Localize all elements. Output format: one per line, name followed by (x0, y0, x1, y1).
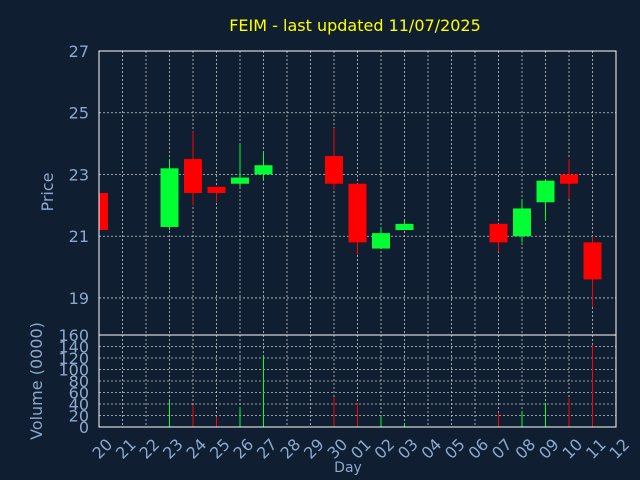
candle-09 (536, 180, 555, 221)
volume-y-tick-label: 100 (58, 361, 89, 380)
candle-20 (98, 193, 108, 231)
price-y-tick-label: 25 (69, 104, 89, 123)
candle-07 (489, 223, 508, 252)
candle-11 (583, 236, 602, 308)
candle-body (372, 233, 390, 249)
candle-body (160, 168, 179, 227)
volume-bars (169, 344, 593, 427)
candle-body (489, 223, 508, 243)
volume-y-tick-label: 60 (69, 384, 89, 403)
volume-y-tick-label: 160 (58, 326, 89, 345)
volume-y-tick-label: 80 (69, 372, 89, 391)
candle-26 (231, 143, 249, 187)
candle-01 (348, 183, 367, 255)
volume-axis-label: Volume (0000) (27, 322, 46, 440)
candle-body (513, 208, 531, 237)
volume-y-tick-label: 0 (79, 418, 89, 437)
chart-title: FEIM - last updated 11/07/2025 (229, 16, 481, 35)
price-y-tick-label: 23 (69, 165, 89, 184)
candle-25 (207, 186, 226, 203)
x-tick-labels: 2021222324252627282930010203040506070809… (88, 435, 633, 463)
candle-08 (513, 199, 531, 243)
volume-y-tick-label: 140 (58, 338, 89, 357)
candle-30 (325, 128, 343, 190)
volume-plot-frame (98, 334, 617, 428)
candle-27 (254, 152, 273, 181)
candle-24 (184, 131, 202, 206)
candle-23 (160, 159, 179, 231)
volume-y-tick-label: 40 (69, 395, 89, 414)
price-y-tick-labels: 19 21 23 25 27 (69, 42, 89, 308)
price-candles (98, 128, 602, 308)
price-y-tick-label: 19 (69, 289, 89, 308)
candle-03 (395, 220, 414, 231)
candle-body (348, 183, 367, 243)
x-tick-label: 12 (605, 435, 633, 463)
price-axis-label: Price (38, 172, 57, 211)
candle-body (207, 186, 226, 193)
candle-10 (560, 159, 578, 200)
x-axis-label: Day (334, 460, 362, 476)
candle-body (395, 223, 414, 231)
price-y-tick-label: 27 (69, 42, 89, 61)
candle-body (184, 159, 202, 193)
candle-body (536, 180, 555, 203)
candle-body (99, 193, 108, 231)
candle-02 (372, 226, 390, 249)
candle-body (325, 155, 343, 184)
candle-body (560, 174, 578, 184)
candle-body (583, 242, 602, 280)
volume-y-tick-label: 20 (69, 407, 89, 426)
candle-body (254, 165, 273, 175)
price-y-tick-label: 21 (69, 227, 89, 246)
candle-body (231, 177, 249, 184)
volume-y-tick-label: 120 (58, 349, 89, 368)
